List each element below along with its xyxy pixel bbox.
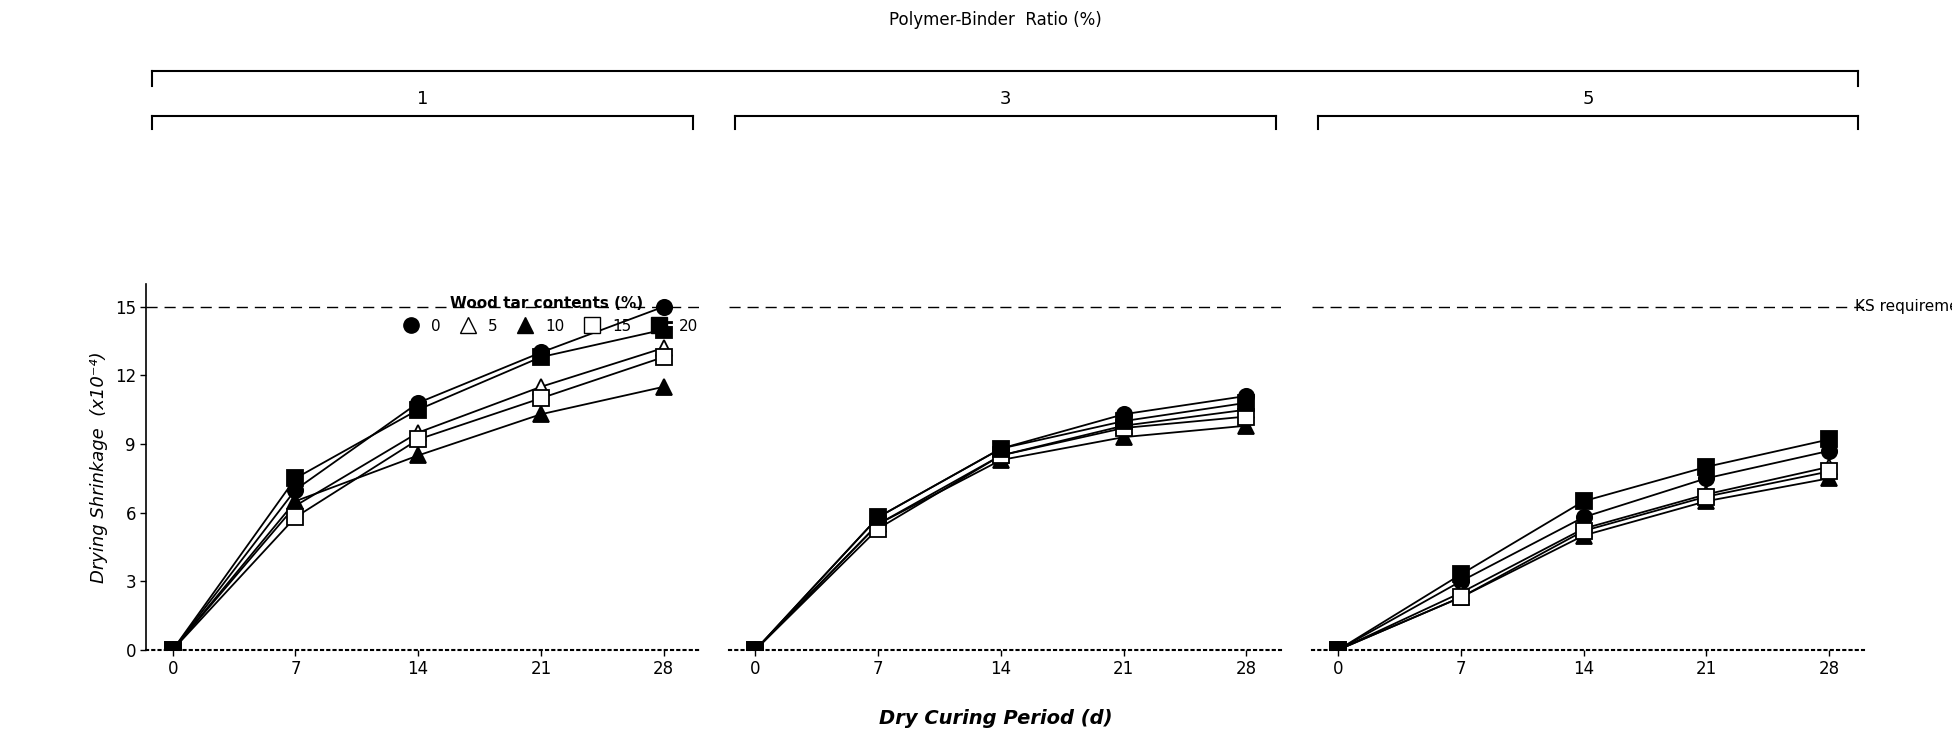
Text: KS requirement: KS requirement bbox=[1856, 300, 1952, 314]
Text: 3: 3 bbox=[999, 90, 1011, 108]
Text: Polymer-Binder  Ratio (%): Polymer-Binder Ratio (%) bbox=[890, 11, 1101, 29]
Text: 1: 1 bbox=[418, 90, 427, 108]
Legend: 0, 5, 10, 15, 20: 0, 5, 10, 15, 20 bbox=[392, 291, 703, 338]
Text: 5: 5 bbox=[1583, 90, 1593, 108]
Text: Dry Curing Period (d): Dry Curing Period (d) bbox=[878, 710, 1113, 728]
Y-axis label: Drying Shrinkage  (x10⁻⁴): Drying Shrinkage (x10⁻⁴) bbox=[90, 351, 107, 583]
